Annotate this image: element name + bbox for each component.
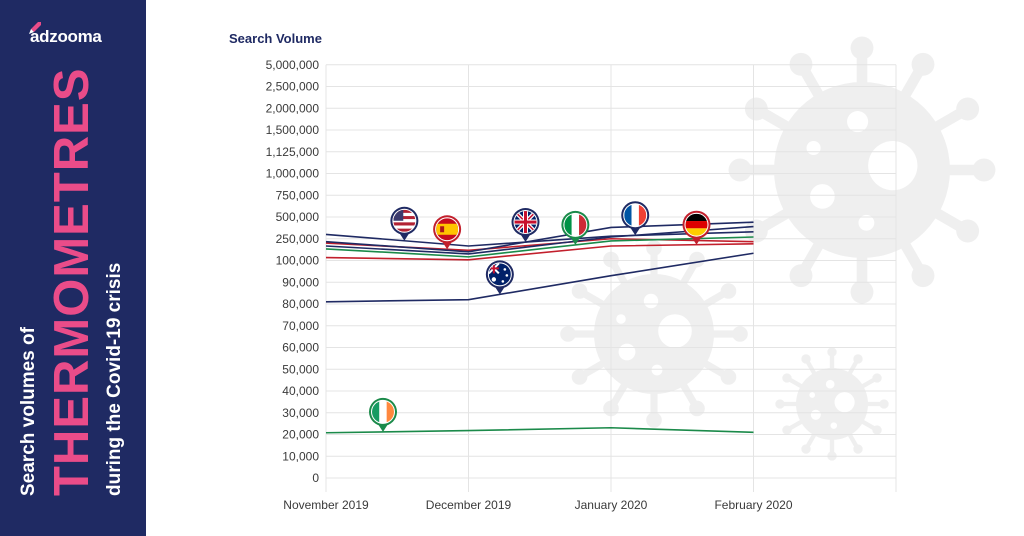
flag-pin-us [390, 206, 419, 241]
x-tick-label: December 2019 [426, 498, 512, 512]
sidebar: adzooma Search volumes of THERMOMETRES d… [0, 0, 146, 536]
y-tick-label: 10,000 [282, 449, 319, 463]
y-axis-title: Search Volume [229, 31, 322, 46]
y-tick-label: 60,000 [282, 341, 319, 355]
flag-pin-fr [621, 201, 650, 236]
sidebar-title-block: Search volumes of THERMOMETRES during th… [0, 0, 146, 536]
series-line-it [325, 236, 754, 258]
rocket-icon [29, 22, 41, 34]
sidebar-line-1: Search volumes of [18, 327, 39, 496]
series-line-gb [325, 221, 754, 253]
series-line-us [325, 230, 754, 247]
grid [325, 64, 897, 492]
flag-pin-es [433, 215, 462, 250]
y-tick-label: 2,500,000 [266, 80, 320, 94]
y-tick-label: 50,000 [282, 362, 319, 376]
y-tick-label: 20,000 [282, 428, 319, 442]
y-tick-label: 0 [312, 471, 319, 485]
flag-pin-ie [369, 397, 397, 432]
virus-decoration [560, 36, 996, 461]
y-tick-label: 70,000 [282, 319, 319, 333]
series-line-ie [325, 426, 754, 434]
series-lines [325, 221, 754, 434]
y-tick-labels: 0 10,000 20,000 30,000 40,000 50,000 60,000 70,… [266, 58, 320, 485]
flag-pin-de [682, 210, 711, 245]
line-chart: 0 10,000 20,000 30,000 40,000 50,000 60,000 70,… [266, 36, 996, 512]
y-tick-label: 750,000 [276, 188, 320, 202]
sidebar-headline: THERMOMETRES [45, 67, 99, 497]
flag-pin-au [485, 260, 514, 295]
brand-logo: adzooma [29, 22, 102, 47]
y-tick-label: 1,125,000 [266, 145, 320, 159]
brand-name: adzooma [30, 27, 102, 46]
flag-pin-gb [511, 208, 540, 243]
series-line-au [325, 252, 754, 303]
y-tick-label: 250,000 [276, 232, 320, 246]
series-line-fr [325, 225, 754, 255]
y-tick-label: 5,000,000 [266, 58, 320, 72]
series-line-de [325, 243, 754, 261]
x-tick-label: November 2019 [283, 498, 369, 512]
x-tick-label: February 2020 [714, 498, 792, 512]
y-tick-label: 80,000 [282, 297, 319, 311]
flag-pin-it [561, 210, 590, 245]
y-tick-label: 100,000 [276, 254, 320, 268]
y-tick-label: 90,000 [282, 275, 319, 289]
x-tick-label: January 2020 [575, 498, 648, 512]
y-tick-label: 30,000 [282, 406, 319, 420]
y-tick-label: 1,500,000 [266, 123, 320, 137]
virus-small [775, 347, 889, 461]
sidebar-line-3: during the Covid-19 crisis [104, 262, 125, 496]
y-tick-label: 500,000 [276, 210, 320, 224]
y-tick-label: 2,000,000 [266, 101, 320, 115]
y-tick-label: 1,000,000 [266, 167, 320, 181]
x-tick-labels: November 2019 December 2019 January 2020 Fe… [283, 498, 793, 512]
y-tick-label: 40,000 [282, 384, 319, 398]
flag-markers [369, 201, 711, 432]
virus-large [728, 36, 996, 304]
